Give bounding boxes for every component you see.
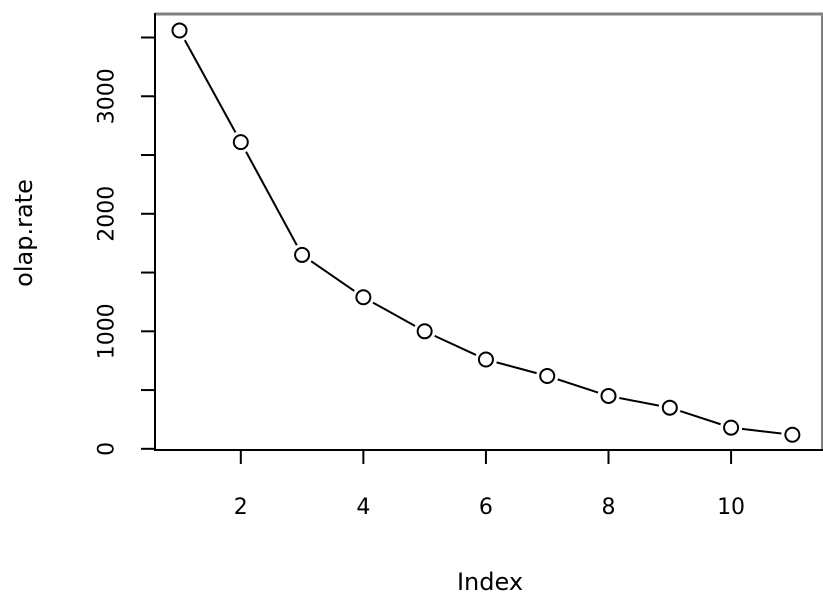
data-point — [539, 367, 556, 384]
y-tick-label: 3000 — [95, 68, 120, 124]
x-axis: 2 4 6 8 10 — [234, 450, 745, 520]
data-point — [723, 419, 740, 436]
series-line-segment — [310, 260, 355, 292]
data-point — [294, 246, 311, 263]
x-tick-label: 6 — [479, 495, 493, 520]
series-line-segment — [557, 378, 599, 394]
x-axis-title: Index — [457, 568, 523, 593]
data-point — [355, 289, 372, 306]
data-point — [784, 426, 801, 443]
series-line-segment — [183, 39, 237, 133]
series-group — [171, 22, 801, 443]
plot-frame-group — [154, 12, 823, 451]
series-line-segment — [434, 334, 477, 356]
y-tick-label: 0 — [95, 442, 120, 456]
series-line-segment — [741, 427, 782, 435]
data-point — [477, 351, 494, 368]
y-axis: 0 1000 2000 3000 — [95, 36, 155, 456]
data-point — [416, 323, 433, 340]
series-line-segment — [619, 397, 660, 407]
data-point — [171, 22, 188, 39]
y-tick-label: 2000 — [95, 186, 120, 242]
series-line-segment — [372, 301, 416, 327]
x-tick-label: 8 — [602, 495, 616, 520]
y-axis-title: olap.rate — [10, 179, 38, 287]
series-line-segment — [496, 361, 537, 375]
x-tick-label: 10 — [717, 495, 745, 520]
data-point — [661, 399, 678, 416]
data-point — [600, 387, 617, 404]
y-tick-label: 1000 — [95, 303, 120, 359]
x-tick-label: 4 — [356, 495, 370, 520]
x-tick-label: 2 — [234, 495, 248, 520]
data-point — [232, 134, 249, 151]
series-line-segment — [679, 410, 721, 426]
series-line-segment — [245, 151, 298, 246]
